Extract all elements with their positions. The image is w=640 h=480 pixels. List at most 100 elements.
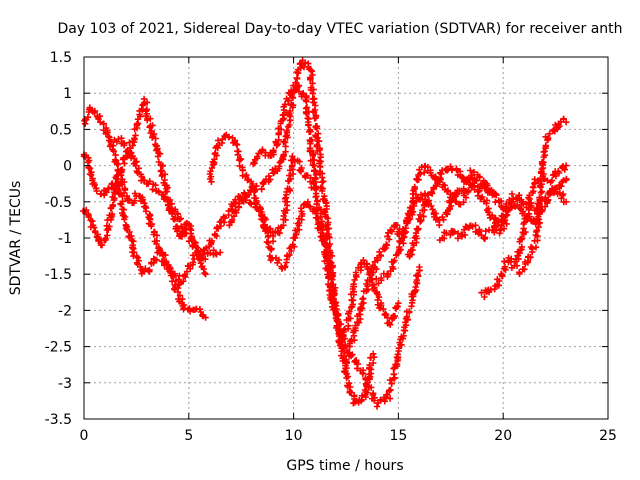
data-point <box>180 278 187 285</box>
data-point <box>326 234 333 241</box>
data-point <box>544 136 552 143</box>
data-point <box>158 167 165 174</box>
data-point <box>100 120 107 128</box>
data-point <box>190 255 198 263</box>
data-point <box>275 256 283 264</box>
data-point <box>268 245 275 252</box>
data-point <box>374 257 381 264</box>
data-point <box>199 251 206 258</box>
data-point <box>428 202 435 210</box>
data-point <box>493 191 500 199</box>
data-point <box>148 223 155 230</box>
data-point <box>517 247 524 254</box>
data-point <box>327 296 334 303</box>
y-tick-label: 0 <box>63 159 72 175</box>
data-point <box>119 206 126 213</box>
data-points <box>79 57 570 410</box>
data-point <box>417 170 424 178</box>
data-point <box>369 262 377 269</box>
data-point <box>258 186 265 193</box>
data-point <box>143 99 151 106</box>
data-point <box>265 232 272 239</box>
data-point <box>289 162 296 169</box>
data-point <box>360 257 367 264</box>
data-point <box>346 308 353 315</box>
data-point <box>303 104 311 111</box>
data-point <box>460 199 467 206</box>
data-point <box>444 187 452 194</box>
data-point <box>281 101 289 108</box>
data-point <box>418 217 425 224</box>
data-point <box>303 109 310 117</box>
data-point <box>396 246 403 253</box>
data-point <box>196 306 204 313</box>
data-point <box>352 269 360 276</box>
x-tick-label: 25 <box>599 428 617 444</box>
data-point <box>352 322 359 329</box>
data-point <box>142 208 150 215</box>
data-point <box>163 188 171 195</box>
data-point <box>359 370 367 377</box>
data-point <box>439 181 447 188</box>
data-point <box>417 191 425 198</box>
data-point <box>468 172 476 179</box>
data-point <box>562 162 570 169</box>
data-point <box>555 168 562 175</box>
data-point <box>152 135 159 142</box>
data-point <box>154 153 162 160</box>
data-point <box>453 165 460 172</box>
data-point <box>288 100 295 108</box>
data-point <box>230 213 238 220</box>
data-point <box>188 235 195 242</box>
data-point <box>484 182 491 189</box>
data-point <box>491 222 498 229</box>
data-point <box>308 68 315 75</box>
data-point <box>322 211 329 218</box>
data-point <box>318 218 326 225</box>
data-point <box>317 233 325 240</box>
data-point <box>189 259 197 266</box>
data-point <box>516 192 523 199</box>
data-point <box>218 139 226 147</box>
data-point <box>107 214 115 221</box>
data-point <box>369 359 377 367</box>
data-point <box>207 249 214 257</box>
data-point <box>412 198 420 205</box>
y-axis-label: SDTVAR / TECUs <box>8 181 24 296</box>
data-point <box>541 203 549 210</box>
data-point <box>542 194 549 201</box>
data-point <box>318 179 326 186</box>
data-point <box>416 263 423 271</box>
data-point <box>291 86 298 94</box>
data-point <box>456 168 464 175</box>
data-point <box>444 210 451 217</box>
data-point <box>534 208 542 216</box>
data-point <box>530 184 537 191</box>
data-point <box>212 250 219 257</box>
data-point <box>214 137 222 144</box>
data-point <box>481 293 488 301</box>
data-point <box>97 241 105 249</box>
data-point <box>501 258 508 265</box>
data-point <box>360 295 367 302</box>
data-point <box>176 292 184 299</box>
data-point <box>130 249 138 256</box>
data-point <box>166 205 173 213</box>
data-point <box>429 190 436 197</box>
data-point <box>388 380 395 387</box>
data-point <box>548 177 556 184</box>
data-point <box>321 258 328 265</box>
data-point <box>496 230 503 237</box>
data-point <box>381 398 388 405</box>
y-tick-label: 0.5 <box>50 122 72 138</box>
data-point <box>231 137 239 144</box>
x-tick-label: 5 <box>184 428 193 444</box>
data-point <box>131 126 138 133</box>
data-point <box>330 306 337 313</box>
data-point <box>472 222 479 229</box>
data-point <box>339 357 347 365</box>
x-tick-label: 20 <box>494 428 512 444</box>
data-point <box>395 347 402 355</box>
data-point <box>121 186 129 194</box>
data-point <box>103 222 110 229</box>
